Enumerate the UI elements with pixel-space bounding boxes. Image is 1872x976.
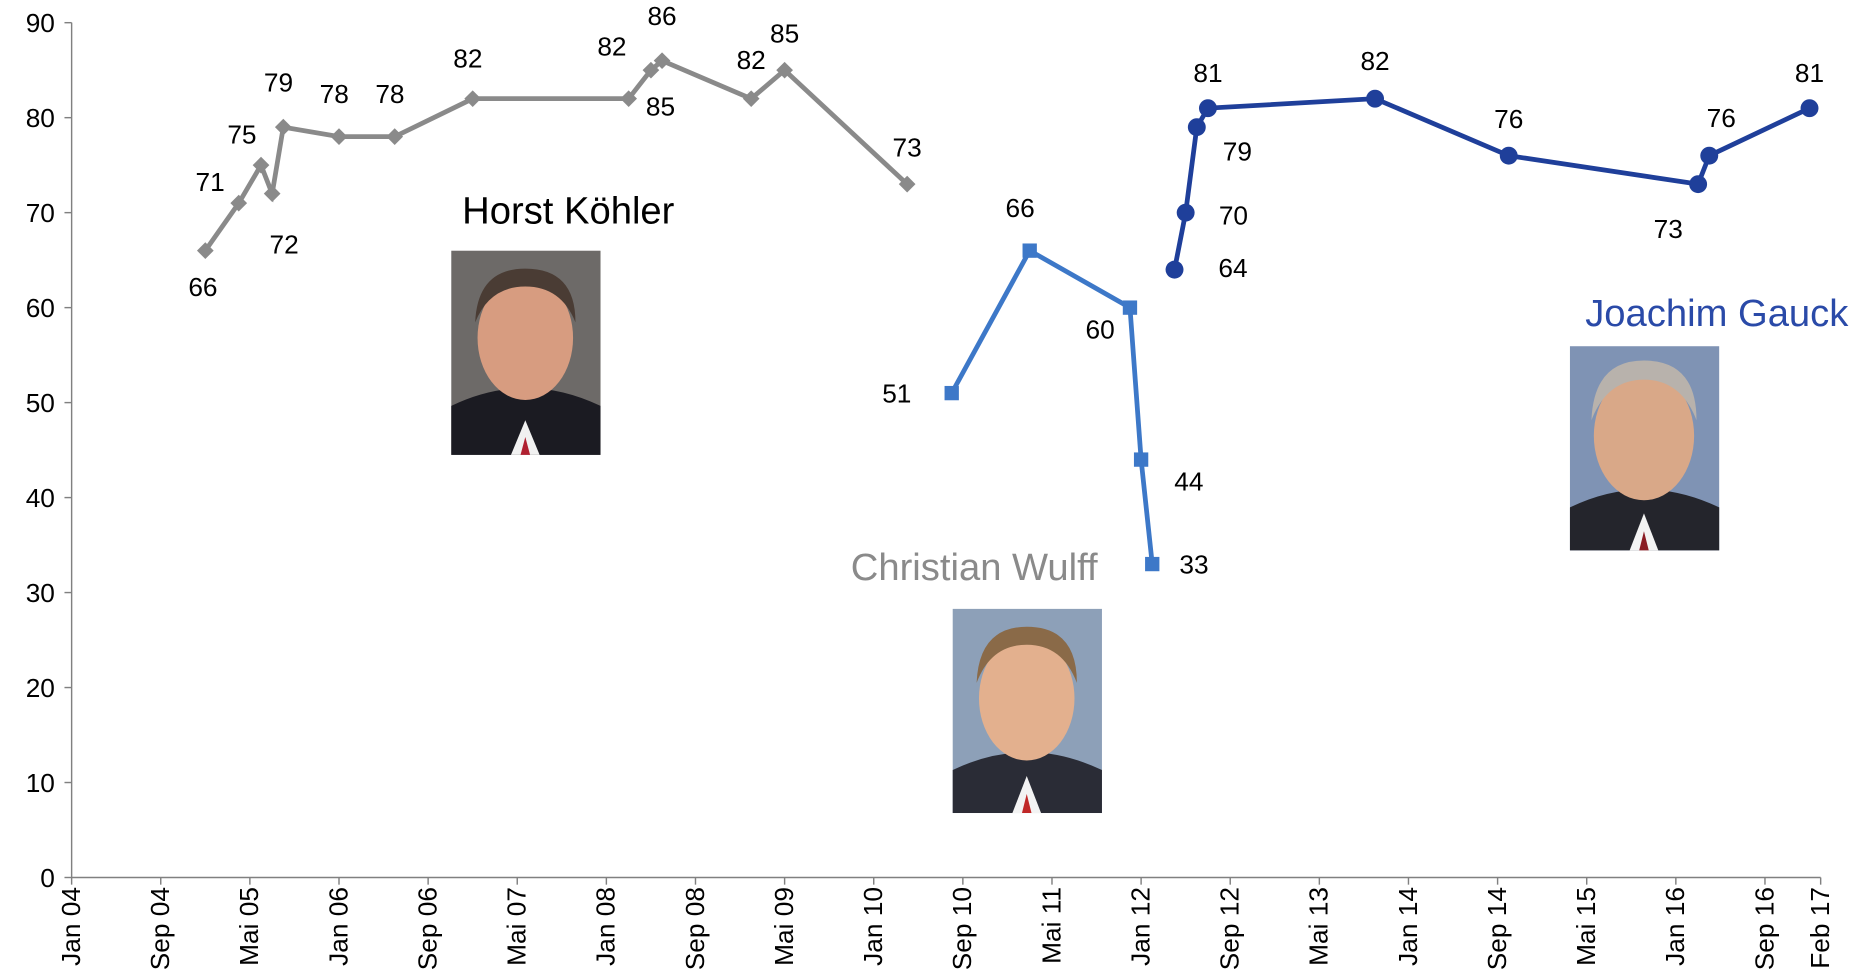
data-point <box>275 119 292 136</box>
x-tick-label: Jan 12 <box>1125 887 1155 966</box>
x-tick-label: Mai 07 <box>502 887 532 966</box>
data-point <box>1700 147 1718 165</box>
data-point <box>386 128 403 145</box>
x-tick-label: Mai 15 <box>1571 887 1601 966</box>
page: {"chart_data": {"type": "line", "xlim": … <box>0 0 1872 976</box>
data-point <box>1177 204 1195 222</box>
photo-gauck <box>1570 346 1719 550</box>
x-tick-label: Feb 17 <box>1805 887 1835 969</box>
x-tick-label: Sep 14 <box>1482 887 1512 970</box>
y-tick-label: 0 <box>40 863 55 893</box>
data-label: 70 <box>1219 201 1248 231</box>
x-tick-label: Mai 05 <box>234 887 264 966</box>
data-label: 66 <box>188 272 217 302</box>
data-label: 82 <box>1360 46 1389 76</box>
y-tick-label: 90 <box>26 8 55 38</box>
data-label: 44 <box>1174 467 1203 497</box>
y-tick-label: 30 <box>26 578 55 608</box>
x-tick-label: Mai 09 <box>769 887 799 966</box>
data-label: 51 <box>882 379 911 409</box>
data-label: 81 <box>1795 58 1824 88</box>
x-tick-label: Sep 10 <box>947 887 977 970</box>
data-point <box>1801 99 1819 117</box>
data-label: 81 <box>1193 58 1222 88</box>
data-point <box>1134 452 1148 466</box>
series-name: Christian Wulff <box>851 546 1098 589</box>
data-label: 76 <box>1707 103 1736 133</box>
series-name: Horst Köhler <box>462 189 675 232</box>
x-tick-label: Sep 08 <box>680 887 710 970</box>
photo-wulff <box>953 609 1102 813</box>
data-label: 76 <box>1494 104 1523 134</box>
data-label: 71 <box>195 167 224 197</box>
data-label: 79 <box>264 67 293 97</box>
x-tick-label: Jan 14 <box>1393 887 1423 966</box>
data-point <box>1166 261 1184 279</box>
x-tick-label: Mai 11 <box>1036 887 1066 964</box>
data-label: 78 <box>375 79 404 109</box>
data-label: 85 <box>770 19 799 49</box>
data-label: 85 <box>646 92 675 122</box>
data-label: 82 <box>597 32 626 62</box>
data-point <box>1500 147 1518 165</box>
x-tick-label: Sep 06 <box>412 887 442 970</box>
data-point <box>264 185 281 202</box>
data-label: 64 <box>1218 253 1247 283</box>
data-point <box>1199 99 1217 117</box>
x-tick-label: Jan 08 <box>591 887 621 966</box>
x-tick-label: Sep 12 <box>1215 887 1245 970</box>
y-tick-label: 80 <box>26 103 55 133</box>
data-label: 75 <box>227 120 256 150</box>
x-tick-label: Mai 13 <box>1304 887 1334 966</box>
data-label: 72 <box>269 229 298 259</box>
y-tick-label: 10 <box>26 768 55 798</box>
data-label: 73 <box>893 133 922 163</box>
data-point <box>1366 90 1384 108</box>
series-name: Joachim Gauck <box>1585 292 1849 335</box>
data-label: 79 <box>1223 137 1252 167</box>
data-label: 82 <box>453 44 482 74</box>
data-point <box>1123 300 1137 314</box>
data-point <box>1023 243 1037 257</box>
data-label: 60 <box>1086 315 1115 345</box>
chart: 0 10 20 30 40 50 60 70 80 90 Jan 04 Sep 04 Mai 05 Jan… <box>0 0 1872 976</box>
y-tick-label: 60 <box>26 293 55 323</box>
data-point <box>464 90 481 107</box>
data-point <box>945 386 959 400</box>
data-label: 78 <box>320 79 349 109</box>
x-tick-label: Jan 04 <box>56 887 86 966</box>
data-label: 66 <box>1006 193 1035 223</box>
data-point <box>1145 557 1159 571</box>
x-tick-label: Sep 16 <box>1749 887 1779 970</box>
x-tick-label: Jan 16 <box>1660 887 1690 966</box>
data-point <box>1188 118 1206 136</box>
x-tick-label: Jan 10 <box>858 887 888 966</box>
data-label: 73 <box>1654 214 1683 244</box>
photo-koehler <box>451 251 600 455</box>
y-tick-label: 40 <box>26 483 55 513</box>
data-point <box>331 128 348 145</box>
x-tick-label: Jan 06 <box>323 887 353 966</box>
x-tick-label: Sep 04 <box>145 887 175 970</box>
data-label: 82 <box>737 45 766 75</box>
data-label: 86 <box>647 1 676 31</box>
y-tick-label: 50 <box>26 388 55 418</box>
data-point <box>1689 175 1707 193</box>
series-line <box>952 251 1153 564</box>
y-tick-label: 70 <box>26 198 55 228</box>
y-tick-label: 20 <box>26 673 55 703</box>
data-label: 33 <box>1179 550 1208 580</box>
